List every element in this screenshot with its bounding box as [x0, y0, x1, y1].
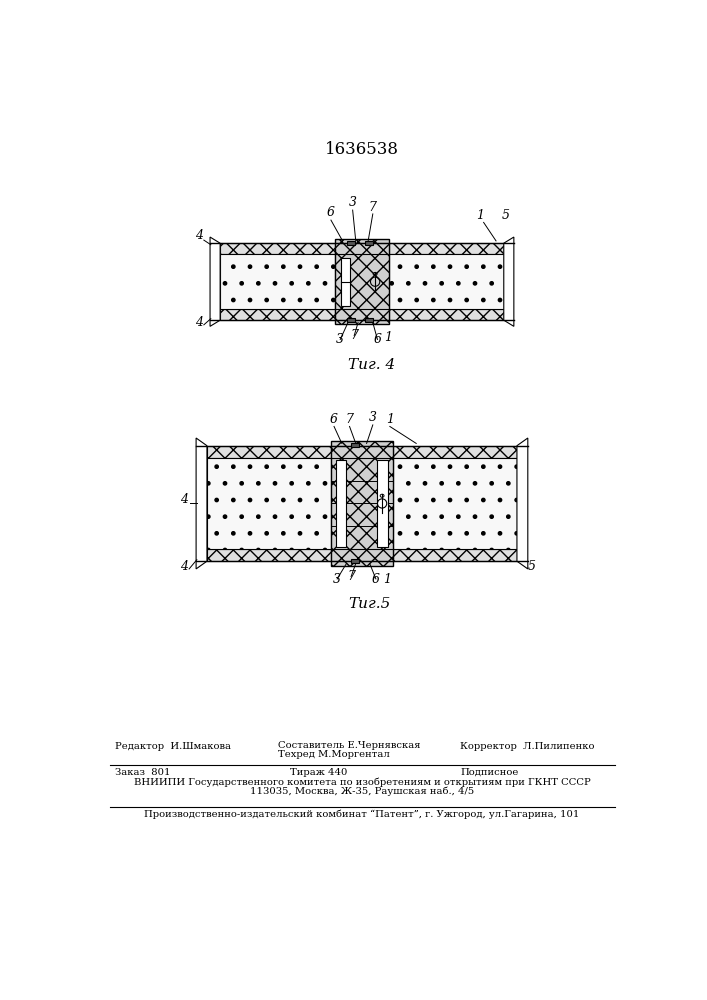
Text: 1: 1 — [385, 331, 392, 344]
Text: 1: 1 — [382, 573, 391, 586]
Text: Заказ  801: Заказ 801 — [115, 768, 170, 777]
Bar — [207, 446, 331, 458]
Text: Подписное: Подписное — [460, 768, 519, 777]
Text: 1: 1 — [386, 413, 394, 426]
Text: 5: 5 — [527, 560, 536, 573]
Bar — [347, 318, 355, 322]
Bar — [207, 458, 331, 549]
Bar — [335, 239, 389, 324]
Text: 3: 3 — [333, 573, 341, 586]
Text: 7: 7 — [346, 413, 354, 426]
Text: 4: 4 — [180, 493, 189, 506]
Text: 7: 7 — [350, 329, 358, 342]
Text: 3: 3 — [349, 196, 356, 209]
Text: Техред М.Моргентал: Техред М.Моргентал — [279, 750, 390, 759]
Bar — [389, 309, 504, 320]
Text: Составитель Е.Чернявская: Составитель Е.Чернявская — [279, 741, 421, 750]
Text: 7: 7 — [369, 201, 377, 214]
Text: 6: 6 — [330, 413, 338, 426]
Polygon shape — [517, 438, 528, 569]
Bar — [389, 254, 504, 309]
Bar — [365, 241, 373, 245]
Text: 6: 6 — [373, 333, 382, 346]
Text: 7: 7 — [347, 570, 355, 583]
Bar — [207, 549, 331, 561]
Text: Τиг. 4: Τиг. 4 — [348, 358, 395, 372]
Text: 6: 6 — [327, 206, 335, 219]
Text: 4: 4 — [195, 316, 203, 329]
Text: 1636538: 1636538 — [325, 141, 399, 158]
Text: 113035, Москва, Ж-35, Раушская наб., 4/5: 113035, Москва, Ж-35, Раушская наб., 4/5 — [250, 787, 474, 796]
Bar — [341, 258, 351, 306]
Text: 4: 4 — [180, 560, 189, 573]
Bar — [365, 318, 373, 322]
Bar — [220, 254, 335, 309]
Polygon shape — [196, 438, 207, 569]
Bar — [393, 549, 517, 561]
Bar — [331, 441, 393, 566]
Text: 5: 5 — [501, 209, 509, 222]
Text: 1: 1 — [477, 209, 484, 222]
Bar — [351, 559, 359, 563]
Text: 6: 6 — [372, 573, 380, 586]
Bar — [378, 460, 388, 547]
Bar — [220, 309, 335, 320]
Text: ВНИИПИ Государственного комитета по изобретениям и открытиям при ГКНТ СССР: ВНИИПИ Государственного комитета по изоб… — [134, 778, 590, 787]
Bar — [347, 241, 355, 245]
Polygon shape — [210, 237, 220, 326]
Bar — [389, 243, 504, 254]
Bar — [220, 243, 335, 254]
Text: Тираж 440: Тираж 440 — [290, 768, 347, 777]
Text: Τиг.5: Τиг.5 — [349, 597, 391, 611]
Polygon shape — [504, 237, 514, 326]
Text: 3: 3 — [337, 333, 344, 346]
Text: 3: 3 — [369, 411, 377, 424]
Text: Корректор  Л.Пилипенко: Корректор Л.Пилипенко — [460, 742, 595, 751]
Text: Редактор  И.Шмакова: Редактор И.Шмакова — [115, 742, 230, 751]
Bar — [393, 446, 517, 458]
Bar — [336, 460, 346, 547]
Bar — [393, 458, 517, 549]
Text: 4: 4 — [195, 229, 203, 242]
Bar — [351, 443, 359, 447]
Text: Производственно-издательский комбинат “Патент”, г. Ужгород, ул.Гагарина, 101: Производственно-издательский комбинат “П… — [144, 809, 580, 819]
